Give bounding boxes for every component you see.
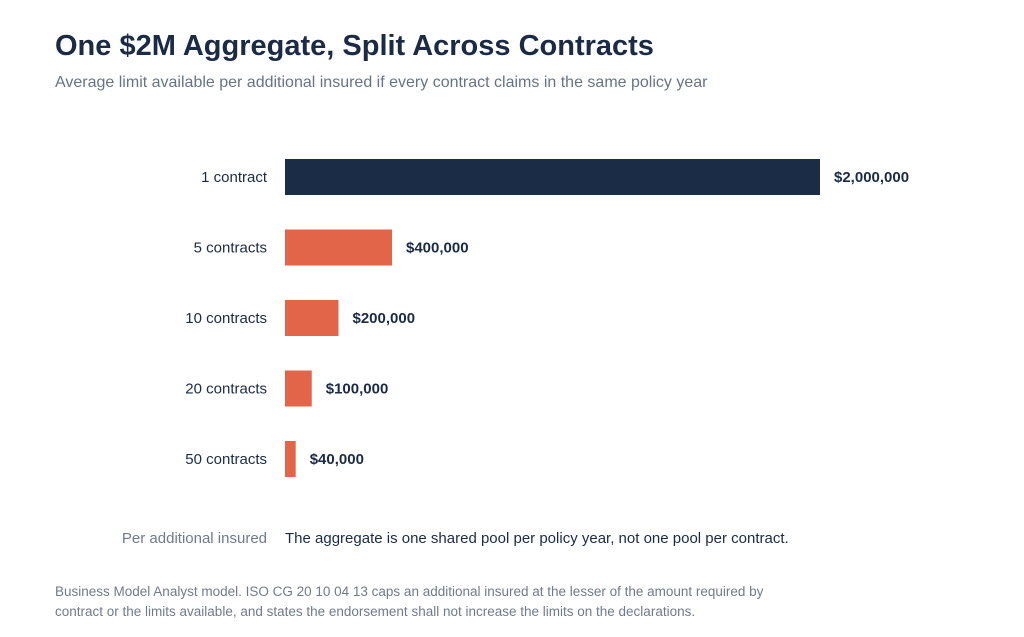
chart-subtitle: Average limit available per additional i…: [55, 74, 708, 91]
value-label: $40,000: [310, 451, 364, 468]
category-label: 10 contracts: [185, 310, 267, 327]
value-label: $400,000: [406, 240, 469, 257]
value-label: $2,000,000: [834, 169, 909, 186]
bar: [285, 441, 296, 477]
chart-title: One $2M Aggregate, Split Across Contract…: [55, 30, 654, 62]
aggregate-note: The aggregate is one shared pool per pol…: [285, 530, 789, 547]
category-label: 1 contract: [201, 169, 268, 186]
value-label: $200,000: [353, 310, 416, 327]
bar: [285, 300, 339, 336]
value-label: $100,000: [326, 381, 389, 398]
category-label: 20 contracts: [185, 381, 267, 398]
category-label: 5 contracts: [194, 240, 267, 257]
bar: [285, 229, 392, 266]
category-label: 50 contracts: [185, 451, 267, 468]
bar-chart: 1 contract $2,000,000 5 contracts $400,000 1…: [185, 159, 909, 477]
bar: [285, 370, 312, 407]
source-footnote: Business Model Analyst model. ISO CG 20 …: [55, 584, 764, 619]
bar: [285, 159, 820, 195]
axis-caption: Per additional insured: [121, 530, 267, 547]
